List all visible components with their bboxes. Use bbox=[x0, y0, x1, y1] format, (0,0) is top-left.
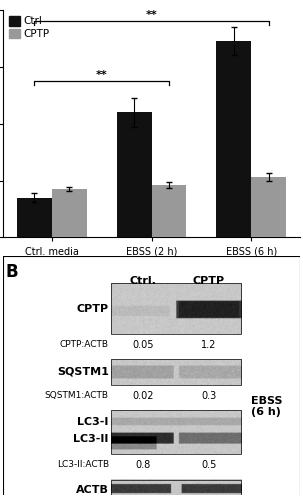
Bar bbox=[111, 359, 241, 384]
Text: 0.3: 0.3 bbox=[201, 390, 216, 400]
Bar bbox=[52, 189, 87, 238]
Text: **: ** bbox=[146, 10, 157, 20]
Bar bbox=[111, 284, 241, 334]
Text: 0.5: 0.5 bbox=[201, 460, 216, 470]
Text: ACTB: ACTB bbox=[76, 484, 109, 494]
Bar bbox=[17, 198, 52, 237]
Text: EBSS
(6 h): EBSS (6 h) bbox=[251, 396, 282, 417]
Text: LC3-I: LC3-I bbox=[78, 418, 109, 428]
Text: 1.2: 1.2 bbox=[201, 340, 216, 349]
Text: SQSTM1:ACTB: SQSTM1:ACTB bbox=[45, 391, 109, 400]
Legend: Ctrl, CPTP: Ctrl, CPTP bbox=[8, 15, 51, 40]
Bar bbox=[216, 42, 251, 237]
Text: LC3-II:ACTB: LC3-II:ACTB bbox=[57, 460, 109, 469]
Text: LC3-II: LC3-II bbox=[74, 434, 109, 444]
Bar bbox=[111, 410, 241, 454]
Bar bbox=[152, 185, 186, 238]
Text: 0.8: 0.8 bbox=[136, 460, 151, 470]
Text: SQSTM1: SQSTM1 bbox=[57, 367, 109, 377]
Bar bbox=[117, 112, 152, 238]
Bar bbox=[251, 177, 286, 238]
Bar bbox=[111, 480, 241, 500]
Text: Ctrl.: Ctrl. bbox=[130, 276, 157, 286]
Text: 0.02: 0.02 bbox=[133, 390, 154, 400]
Text: 0.05: 0.05 bbox=[133, 340, 154, 349]
Text: CPTP: CPTP bbox=[77, 304, 109, 314]
Text: **: ** bbox=[96, 70, 107, 80]
Text: B: B bbox=[6, 264, 18, 281]
Text: CPTP:ACTB: CPTP:ACTB bbox=[60, 340, 109, 349]
Text: CPTP: CPTP bbox=[192, 276, 225, 286]
